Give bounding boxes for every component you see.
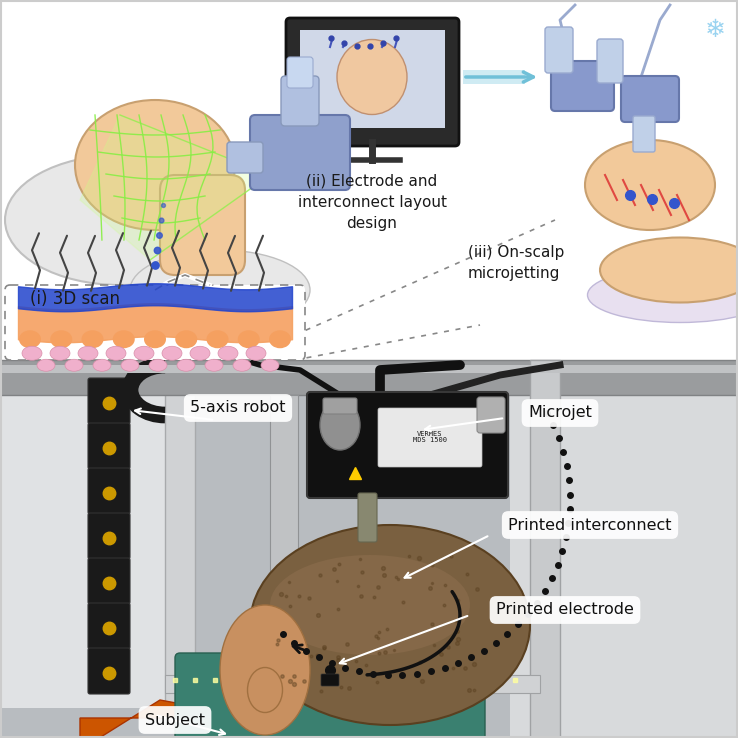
- FancyBboxPatch shape: [300, 30, 445, 128]
- Ellipse shape: [320, 400, 360, 450]
- Ellipse shape: [22, 346, 42, 360]
- FancyBboxPatch shape: [270, 395, 298, 595]
- FancyBboxPatch shape: [323, 398, 357, 414]
- FancyBboxPatch shape: [0, 0, 738, 360]
- Text: Printed electrode: Printed electrode: [496, 602, 634, 618]
- FancyBboxPatch shape: [0, 365, 738, 373]
- Text: Microjet: Microjet: [528, 405, 592, 421]
- Ellipse shape: [205, 359, 223, 371]
- Ellipse shape: [65, 359, 83, 371]
- Ellipse shape: [19, 331, 41, 348]
- Ellipse shape: [130, 250, 310, 330]
- FancyBboxPatch shape: [281, 76, 319, 126]
- Ellipse shape: [121, 359, 139, 371]
- Ellipse shape: [144, 331, 166, 348]
- FancyBboxPatch shape: [175, 653, 485, 738]
- Text: (i) 3D scan: (i) 3D scan: [30, 290, 120, 308]
- FancyBboxPatch shape: [463, 70, 525, 84]
- FancyBboxPatch shape: [307, 392, 508, 498]
- Ellipse shape: [247, 667, 283, 712]
- Ellipse shape: [337, 40, 407, 114]
- FancyBboxPatch shape: [510, 360, 738, 738]
- Text: ❄: ❄: [705, 18, 725, 42]
- Ellipse shape: [106, 346, 126, 360]
- Text: 5-axis robot: 5-axis robot: [190, 401, 286, 415]
- Polygon shape: [80, 700, 400, 738]
- Ellipse shape: [218, 346, 238, 360]
- FancyBboxPatch shape: [621, 76, 679, 122]
- Ellipse shape: [162, 346, 182, 360]
- Ellipse shape: [177, 359, 195, 371]
- FancyBboxPatch shape: [597, 39, 623, 83]
- Text: Subject: Subject: [145, 712, 205, 728]
- FancyBboxPatch shape: [88, 468, 130, 514]
- FancyBboxPatch shape: [358, 493, 377, 542]
- FancyBboxPatch shape: [250, 115, 350, 190]
- FancyBboxPatch shape: [0, 360, 738, 395]
- FancyBboxPatch shape: [88, 513, 130, 559]
- Ellipse shape: [585, 140, 715, 230]
- Ellipse shape: [149, 359, 167, 371]
- Polygon shape: [80, 115, 270, 260]
- Ellipse shape: [50, 346, 70, 360]
- FancyBboxPatch shape: [321, 674, 339, 686]
- Ellipse shape: [261, 359, 279, 371]
- Ellipse shape: [233, 359, 251, 371]
- Text: (iii) On-scalp
microjetting: (iii) On-scalp microjetting: [468, 245, 565, 281]
- FancyBboxPatch shape: [530, 360, 560, 738]
- FancyBboxPatch shape: [88, 378, 130, 424]
- Ellipse shape: [270, 555, 470, 655]
- FancyBboxPatch shape: [88, 558, 130, 604]
- Ellipse shape: [220, 605, 310, 735]
- FancyBboxPatch shape: [633, 116, 655, 152]
- Ellipse shape: [81, 331, 103, 348]
- Ellipse shape: [207, 331, 229, 348]
- Ellipse shape: [5, 155, 235, 285]
- Ellipse shape: [600, 238, 738, 303]
- FancyBboxPatch shape: [0, 360, 175, 708]
- Ellipse shape: [113, 331, 135, 348]
- FancyBboxPatch shape: [165, 675, 540, 693]
- Ellipse shape: [175, 331, 197, 348]
- Ellipse shape: [190, 346, 210, 360]
- Ellipse shape: [134, 346, 154, 360]
- FancyBboxPatch shape: [165, 360, 195, 728]
- Ellipse shape: [37, 359, 55, 371]
- Text: VERMES
MDS 1500: VERMES MDS 1500: [413, 430, 447, 444]
- Ellipse shape: [78, 346, 98, 360]
- FancyBboxPatch shape: [477, 397, 505, 433]
- Ellipse shape: [93, 359, 111, 371]
- Ellipse shape: [246, 346, 266, 360]
- FancyBboxPatch shape: [378, 408, 482, 467]
- Ellipse shape: [587, 267, 738, 323]
- FancyBboxPatch shape: [160, 175, 245, 275]
- FancyBboxPatch shape: [88, 648, 130, 694]
- Text: (ii) Electrode and
interconnect layout
design: (ii) Electrode and interconnect layout d…: [297, 174, 446, 231]
- FancyBboxPatch shape: [551, 61, 614, 111]
- Ellipse shape: [75, 100, 235, 230]
- Text: Printed interconnect: Printed interconnect: [508, 517, 672, 533]
- FancyBboxPatch shape: [227, 142, 263, 173]
- FancyBboxPatch shape: [88, 603, 130, 649]
- FancyBboxPatch shape: [287, 57, 313, 88]
- FancyBboxPatch shape: [545, 27, 573, 73]
- Ellipse shape: [250, 525, 530, 725]
- FancyBboxPatch shape: [5, 285, 305, 360]
- Ellipse shape: [269, 331, 291, 348]
- FancyBboxPatch shape: [88, 423, 130, 469]
- Ellipse shape: [50, 331, 72, 348]
- FancyBboxPatch shape: [0, 360, 738, 738]
- Ellipse shape: [238, 331, 260, 348]
- FancyBboxPatch shape: [286, 18, 459, 146]
- Ellipse shape: [190, 680, 270, 738]
